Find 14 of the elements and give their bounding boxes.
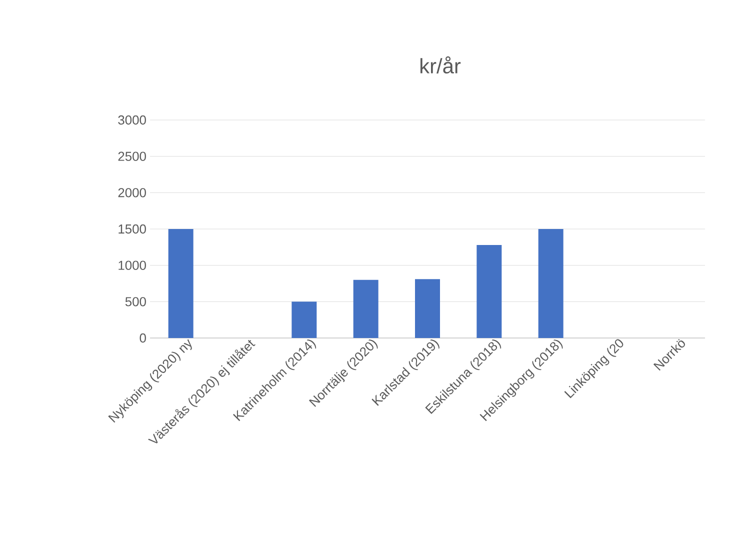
y-tick-label: 1500: [118, 224, 146, 234]
bar: [538, 228, 564, 338]
bar: [476, 244, 502, 338]
y-tick-label: 2000: [118, 188, 146, 198]
bar: [415, 279, 440, 338]
y-tick-label: 2500: [118, 152, 146, 161]
bar: [292, 302, 317, 338]
y-tick-label: 1000: [118, 260, 146, 270]
chart-title: kr/år: [420, 56, 461, 74]
y-tick-label: 3000: [118, 115, 146, 125]
bar: [353, 280, 378, 338]
y-tick-label: 500: [125, 297, 146, 306]
y-tick-label: 0: [140, 333, 146, 343]
bar: [168, 228, 194, 338]
